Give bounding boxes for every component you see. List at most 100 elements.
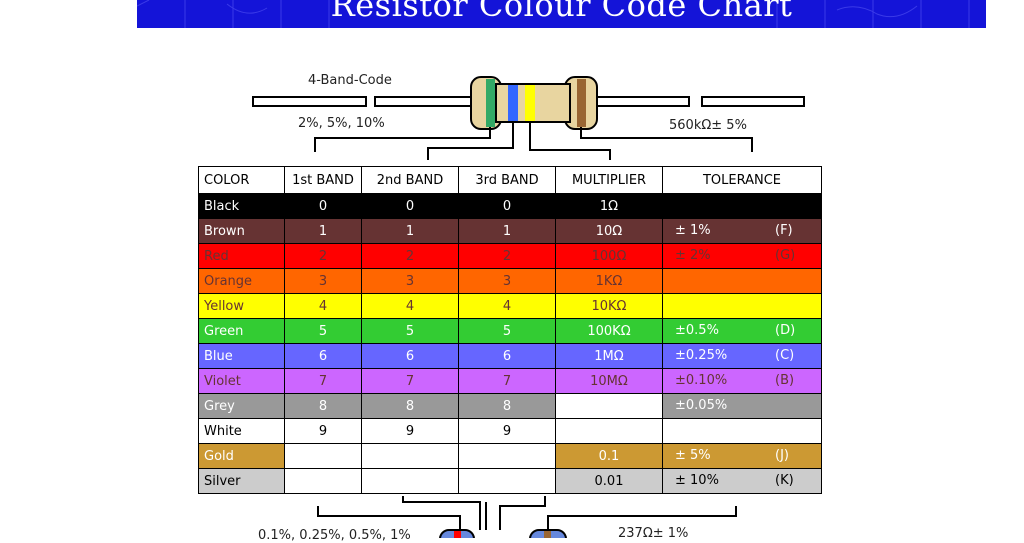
multiplier-cell bbox=[555, 418, 663, 444]
tolerance-cell: ± 1% (F) bbox=[662, 218, 822, 244]
band1-cell: 4 bbox=[284, 293, 362, 319]
color-name-cell: Red bbox=[198, 243, 285, 269]
tolerance-letter-code: (F) bbox=[775, 223, 793, 238]
header-2nd-band: 2nd BAND bbox=[361, 166, 459, 194]
color-name-cell: Black bbox=[198, 193, 285, 219]
band1-cell: 6 bbox=[284, 343, 362, 369]
table-header-row: COLOR 1st BAND 2nd BAND 3rd BAND MULTIPL… bbox=[198, 166, 822, 194]
band1-cell: 5 bbox=[284, 318, 362, 344]
tolerance-cell: ± 10% (K) bbox=[662, 468, 822, 494]
band1-cell: 2 bbox=[284, 243, 362, 269]
top-tolerance-note: 2%, 5%, 10% bbox=[298, 116, 385, 131]
band3-cell: 9 bbox=[458, 418, 556, 444]
tolerance-value: ±0.5% bbox=[675, 323, 719, 338]
table-row: Blue 6 6 6 1MΩ ±0.25% (C) bbox=[198, 343, 822, 369]
bottom-example-value: 237Ω± 1% bbox=[618, 526, 689, 541]
tolerance-value: ± 1% bbox=[675, 223, 711, 238]
header-1st-band: 1st BAND bbox=[284, 166, 362, 194]
multiplier-cell: 1MΩ bbox=[555, 343, 663, 369]
table-row: Black 0 0 0 1Ω bbox=[198, 193, 822, 219]
color-name-cell: Orange bbox=[198, 268, 285, 294]
band1-cell: 3 bbox=[284, 268, 362, 294]
multiplier-cell: 100Ω bbox=[555, 243, 663, 269]
table-row: Brown 1 1 1 10Ω ± 1% (F) bbox=[198, 218, 822, 244]
tolerance-letter-code: (G) bbox=[775, 248, 796, 263]
header-multiplier: MULTIPLIER bbox=[555, 166, 663, 194]
bottom-tolerance-note: 0.1%, 0.25%, 0.5%, 1% bbox=[258, 528, 411, 543]
tolerance-cell bbox=[662, 293, 822, 319]
tolerance-cell: ± 2% (G) bbox=[662, 243, 822, 269]
band3-cell bbox=[458, 468, 556, 494]
tolerance-value: ±0.25% bbox=[675, 348, 728, 363]
band3-cell: 6 bbox=[458, 343, 556, 369]
header-tolerance: TOLERANCE bbox=[662, 166, 822, 194]
table-row: Violet 7 7 7 10MΩ ±0.10% (B) bbox=[198, 368, 822, 394]
tolerance-value: ±0.10% bbox=[675, 373, 728, 388]
band3-cell: 0 bbox=[458, 193, 556, 219]
band3-cell bbox=[458, 443, 556, 469]
table-row: Orange 3 3 3 1KΩ bbox=[198, 268, 822, 294]
band3-cell: 5 bbox=[458, 318, 556, 344]
bottom-resistor bbox=[317, 496, 737, 538]
band2-cell: 2 bbox=[361, 243, 459, 269]
tolerance-cell: ±0.05% bbox=[662, 393, 822, 419]
band1-cell: 8 bbox=[284, 393, 362, 419]
color-name-cell: Brown bbox=[198, 218, 285, 244]
band3-cell: 3 bbox=[458, 268, 556, 294]
band2-cell: 4 bbox=[361, 293, 459, 319]
color-name-cell: Yellow bbox=[198, 293, 285, 319]
multiplier-cell: 10Ω bbox=[555, 218, 663, 244]
band2-cell: 5 bbox=[361, 318, 459, 344]
band1-cell bbox=[284, 443, 362, 469]
band3-cell: 1 bbox=[458, 218, 556, 244]
band2-cell: 1 bbox=[361, 218, 459, 244]
multiplier-cell: 100KΩ bbox=[555, 318, 663, 344]
band3-cell: 7 bbox=[458, 368, 556, 394]
tolerance-letter-code: (J) bbox=[775, 448, 789, 463]
band2-cell bbox=[361, 468, 459, 494]
top-example-value: 560kΩ± 5% bbox=[669, 118, 747, 133]
tolerance-cell: ±0.5% (D) bbox=[662, 318, 822, 344]
color-name-cell: Green bbox=[198, 318, 285, 344]
band2-cell: 7 bbox=[361, 368, 459, 394]
multiplier-cell bbox=[555, 393, 663, 419]
color-name-cell: Gold bbox=[198, 443, 285, 469]
tolerance-letter-code: (D) bbox=[775, 323, 796, 338]
tolerance-cell bbox=[662, 193, 822, 219]
band2-cell: 6 bbox=[361, 343, 459, 369]
color-name-cell: Silver bbox=[198, 468, 285, 494]
header-color: COLOR bbox=[198, 166, 285, 194]
band1-cell: 9 bbox=[284, 418, 362, 444]
table-row: White 9 9 9 bbox=[198, 418, 822, 444]
tolerance-cell bbox=[662, 268, 822, 294]
banner-map-pattern bbox=[137, 0, 970, 28]
page-title: Resistor Colour Code Chart bbox=[330, 0, 793, 24]
band3-cell: 4 bbox=[458, 293, 556, 319]
multiplier-cell: 1KΩ bbox=[555, 268, 663, 294]
table-row: Gold 0.1 ± 5% (J) bbox=[198, 443, 822, 469]
multiplier-cell: 0.01 bbox=[555, 468, 663, 494]
tolerance-letter-code: (C) bbox=[775, 348, 795, 363]
color-name-cell: Violet bbox=[198, 368, 285, 394]
tolerance-value: ±0.05% bbox=[675, 398, 728, 413]
tolerance-value: ± 2% bbox=[675, 248, 711, 263]
band2-cell: 9 bbox=[361, 418, 459, 444]
tolerance-cell bbox=[662, 418, 822, 444]
tolerance-cell: ±0.25% (C) bbox=[662, 343, 822, 369]
color-code-table: COLOR 1st BAND 2nd BAND 3rd BAND MULTIPL… bbox=[198, 166, 822, 494]
color-name-cell: White bbox=[198, 418, 285, 444]
title-banner: Resistor Colour Code Chart bbox=[137, 0, 986, 28]
table-row: Red 2 2 2 100Ω ± 2% (G) bbox=[198, 243, 822, 269]
multiplier-cell: 10MΩ bbox=[555, 368, 663, 394]
tolerance-letter-code: (B) bbox=[775, 373, 795, 388]
tolerance-cell: ±0.10% (B) bbox=[662, 368, 822, 394]
table-row: Green 5 5 5 100KΩ ±0.5% (D) bbox=[198, 318, 822, 344]
top-resistor bbox=[252, 76, 805, 160]
band3-cell: 8 bbox=[458, 393, 556, 419]
tolerance-cell: ± 5% (J) bbox=[662, 443, 822, 469]
color-name-cell: Grey bbox=[198, 393, 285, 419]
table-row: Grey 8 8 8 ±0.05% bbox=[198, 393, 822, 419]
multiplier-cell: 1Ω bbox=[555, 193, 663, 219]
color-name-cell: Blue bbox=[198, 343, 285, 369]
band2-cell bbox=[361, 443, 459, 469]
